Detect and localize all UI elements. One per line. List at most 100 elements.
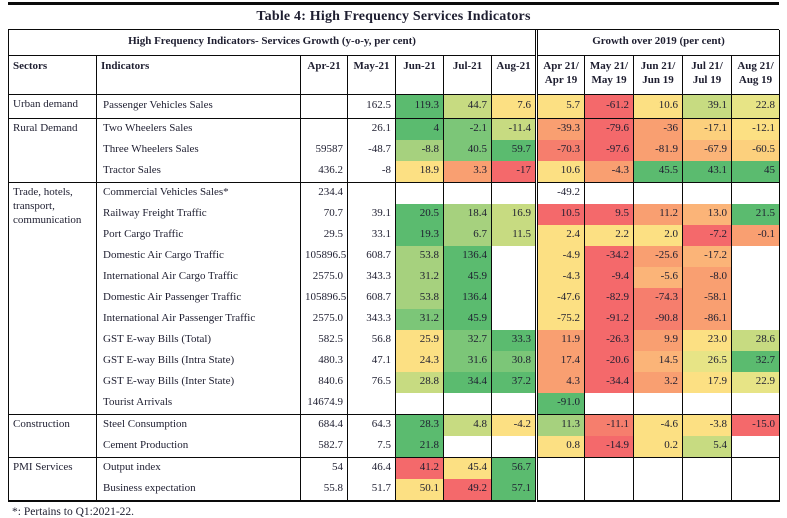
value-cell: -90.8 (633, 308, 684, 330)
value-cell (682, 181, 733, 204)
value-cell: 25.9 (395, 329, 444, 351)
value-cell (347, 181, 396, 204)
col-header-may21: May-21 (347, 55, 396, 95)
value-cell: -91.2 (584, 308, 635, 330)
value-cell (490, 392, 538, 415)
value-cell (731, 181, 781, 204)
value-cell: -39.3 (535, 117, 586, 140)
value-cell: 41.2 (395, 456, 444, 479)
table-row: Port Cargo Traffic 29.5 33.1 19.3 6.7 11.5 2.4… (9, 224, 781, 246)
indicator-cell: Three Wheelers Sales (96, 139, 301, 161)
value-cell (682, 392, 733, 415)
value-cell: -74.3 (633, 287, 684, 309)
value-cell (731, 392, 781, 415)
indicator-cell: Cement Production (96, 435, 301, 458)
table-row: Urban demand Passenger Vehicles Sales 162.… (8, 93, 781, 119)
value-cell (443, 181, 492, 204)
value-cell: 2.2 (584, 224, 635, 246)
value-cell: 31.2 (395, 308, 444, 330)
value-cell: 53.8 (395, 245, 444, 267)
value-cell: 4.8 (443, 413, 492, 436)
value-cell: 31.2 (395, 266, 444, 288)
value-cell: 840.6 (300, 371, 348, 393)
col-header-aug21-aug19: Aug 21/Aug 19 (731, 55, 781, 95)
column-header-row: Sectors Indicators Apr-21 May-21 Jun-21 … (8, 55, 781, 95)
growth-header-line2: Apr 19 (544, 73, 578, 86)
value-cell (584, 478, 635, 501)
growth-header-line2: May 19 (591, 73, 627, 86)
value-cell: -4.3 (535, 266, 586, 288)
value-cell: -97.6 (584, 139, 635, 161)
value-cell: -81.9 (633, 139, 684, 161)
value-cell: 26.5 (682, 350, 733, 372)
value-cell: 17.9 (682, 371, 733, 393)
value-cell: -12.1 (731, 117, 781, 140)
value-cell: 45.5 (633, 160, 684, 183)
value-cell (490, 181, 538, 204)
value-cell: 43.1 (682, 160, 733, 183)
table-row: PMI Services Output index 54 46.4 41.2 45.4 56… (8, 456, 781, 501)
value-cell: 56.7 (490, 456, 538, 479)
table-row: Three Wheelers Sales 59587 -48.7 -8.8 40.5 59… (9, 139, 781, 161)
value-cell: -49.2 (535, 181, 586, 204)
value-cell (633, 181, 684, 204)
value-cell: 28.8 (395, 371, 444, 393)
value-cell: 2.0 (633, 224, 684, 246)
value-cell: 582.7 (300, 435, 348, 458)
value-cell: -75.2 (535, 308, 586, 330)
value-cell: -61.2 (584, 93, 635, 119)
value-cell: 5.4 (682, 435, 733, 458)
indicator-cell: Business expectation (96, 478, 301, 501)
sector-cell: PMI Services (8, 456, 97, 501)
value-cell: 480.3 (300, 350, 348, 372)
table-row: Cement Production 582.7 7.5 21.8 0.8 -14.9 0.2… (9, 435, 781, 458)
value-cell (633, 478, 684, 501)
table-row: Tourist Arrivals 14674.9 -91.0 (9, 392, 781, 415)
table-row: Railway Freight Traffic 70.7 39.1 20.5 18.4 1… (9, 203, 781, 225)
indicator-cell: Domestic Air Cargo Traffic (96, 245, 301, 267)
growth-header-line2: Jul 19 (692, 73, 722, 86)
value-cell: -5.6 (633, 266, 684, 288)
table-footnote: *: Pertains to Q1:2021-22. (12, 505, 135, 518)
value-cell: 45 (731, 160, 781, 183)
value-cell (300, 117, 348, 140)
value-cell: -47.6 (535, 287, 586, 309)
table-row: International Air Cargo Traffic 2575.0 343… (9, 266, 781, 288)
value-cell (490, 266, 538, 288)
growth-header-line1: Jun 21/ (640, 59, 676, 72)
value-cell (731, 435, 781, 458)
value-cell (731, 456, 781, 479)
value-cell: 105896.5 (300, 245, 348, 267)
value-cell: -58.1 (682, 287, 733, 309)
value-cell: 0.2 (633, 435, 684, 458)
value-cell: 162.5 (347, 93, 396, 119)
sector-cell: Construction (8, 413, 97, 458)
value-cell (682, 456, 733, 479)
value-cell: -9.4 (584, 266, 635, 288)
value-cell: 343.3 (347, 266, 396, 288)
value-cell: 64.3 (347, 413, 396, 436)
table-row: International Air Passenger Traffic 2575.… (9, 308, 781, 330)
value-cell: 136.4 (443, 245, 492, 267)
value-cell: 4 (395, 117, 444, 140)
value-cell: 76.5 (347, 371, 396, 393)
value-cell: 54 (300, 456, 348, 479)
value-cell: 53.8 (395, 287, 444, 309)
value-cell (395, 181, 444, 204)
table-row: Construction Steel Consumption 684.4 64.3 28… (8, 413, 781, 458)
col-header-indicators: Indicators (96, 55, 301, 95)
value-cell: -34.4 (584, 371, 635, 393)
value-cell: 11.3 (535, 413, 586, 436)
value-cell (535, 478, 586, 501)
value-cell (584, 181, 635, 204)
value-cell: -91.0 (535, 392, 586, 415)
indicator-cell: International Air Cargo Traffic (96, 266, 301, 288)
value-cell: 40.5 (443, 139, 492, 161)
value-cell: -67.9 (682, 139, 733, 161)
table-row: Domestic Air Cargo Traffic 105896.5 608.7 5… (9, 245, 781, 267)
table-row: GST E-way Bills (Intra State) 480.3 47.1 24… (9, 350, 781, 372)
value-cell: 49.2 (443, 478, 492, 501)
value-cell (490, 435, 538, 458)
indicator-cell: Commercial Vehicles Sales* (96, 181, 301, 204)
value-cell: -20.6 (584, 350, 635, 372)
